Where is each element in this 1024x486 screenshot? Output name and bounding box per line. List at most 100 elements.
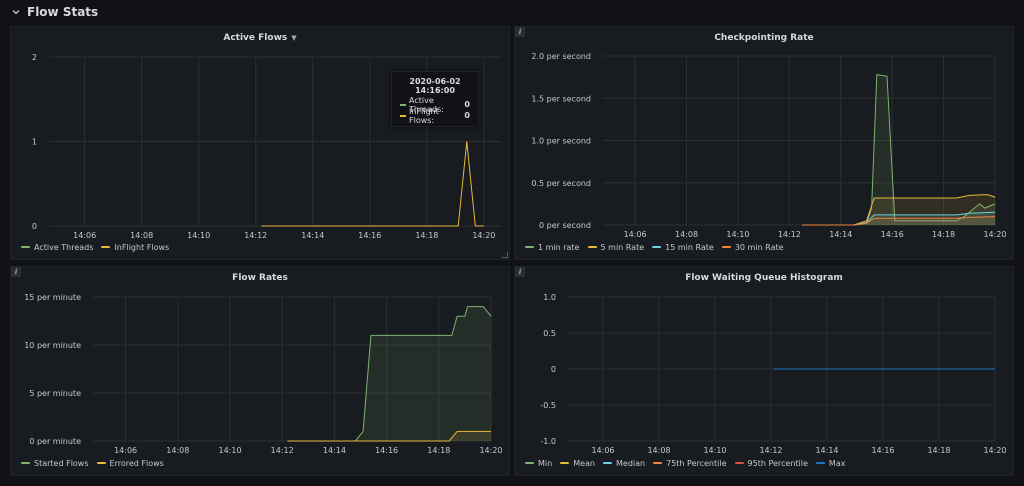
legend-item[interactable]: 15 min Rate bbox=[652, 243, 714, 252]
legend-label[interactable]: 1 min rate bbox=[538, 242, 580, 252]
legend-label[interactable]: Started Flows bbox=[34, 458, 89, 468]
x-tick-label: 14:10 bbox=[187, 231, 210, 240]
series-line-inflight-flows bbox=[261, 141, 484, 227]
flow-waiting-queue-histogram-chart: -1.0 -0.5 0 0.5 1.0 14:06 14:08 14:10 14:12 14:14… bbox=[540, 293, 1006, 455]
x-tick-label: 14:14 bbox=[301, 231, 324, 240]
row-header[interactable]: Flow Stats bbox=[0, 0, 1024, 24]
x-tick-label: 14:10 bbox=[218, 446, 241, 455]
legend-swatch[interactable] bbox=[815, 462, 825, 464]
y-tick-label: -0.5 bbox=[540, 401, 556, 410]
x-tick-label: 14:08 bbox=[130, 231, 153, 240]
panel-title[interactable]: Checkpointing Rate bbox=[714, 33, 814, 43]
legend-label[interactable]: Errored Flows bbox=[109, 458, 164, 468]
legend-label[interactable]: 30 min Rate bbox=[734, 242, 784, 252]
x-tick-label: 14:14 bbox=[829, 230, 852, 239]
legend-item[interactable]: Max bbox=[815, 458, 846, 468]
legend-swatch[interactable] bbox=[653, 462, 663, 464]
flow-rates-chart: 0 per minute 5 per minute 10 per minute 15 … bbox=[24, 293, 502, 455]
caret-down-icon[interactable]: ▼ bbox=[291, 34, 297, 42]
panel-checkpointing-rate[interactable]: i Checkpointing Rate 0 per second 0.5 per… bbox=[514, 26, 1014, 260]
legend-item[interactable]: 1 min rate bbox=[525, 243, 580, 252]
legend: 1 min rate 5 min Rate 15 min Rate 30 min Ra… bbox=[525, 241, 792, 253]
legend-swatch[interactable] bbox=[721, 246, 731, 248]
legend-swatch[interactable] bbox=[21, 246, 30, 248]
active-flows-chart: 0 1 2 14:06 14:08 14:10 14:12 14:14 14:16 14:18 14… bbox=[32, 53, 501, 240]
legend-swatch[interactable] bbox=[525, 246, 534, 248]
y-tick-label: 0 bbox=[32, 222, 37, 231]
legend-label[interactable]: Min bbox=[538, 458, 553, 468]
y-tick-label: 1 bbox=[32, 138, 37, 147]
legend: Started Flows Errored Flows bbox=[21, 457, 172, 469]
resize-handle[interactable] bbox=[502, 252, 508, 258]
legend-label[interactable]: 5 min Rate bbox=[600, 242, 645, 252]
series-area-errored-flows bbox=[287, 431, 491, 441]
y-tick-label: 10 per minute bbox=[24, 341, 81, 350]
legend-item[interactable]: Median bbox=[603, 459, 645, 468]
legend-item[interactable]: Active Threads bbox=[21, 243, 93, 252]
legend: Min Mean Median 75th Percentile 95th Percent… bbox=[525, 457, 853, 469]
x-tick-label: 14:16 bbox=[375, 446, 398, 455]
legend-swatch[interactable] bbox=[734, 462, 744, 464]
legend-swatch[interactable] bbox=[652, 246, 662, 248]
legend-label[interactable]: 75th Percentile bbox=[666, 458, 727, 468]
x-tick-label: 14:16 bbox=[358, 231, 381, 240]
legend-swatch[interactable] bbox=[96, 462, 106, 464]
x-tick-label: 14:12 bbox=[244, 231, 267, 240]
x-tick-label: 14:18 bbox=[927, 446, 950, 455]
legend-item[interactable]: Errored Flows bbox=[96, 458, 164, 468]
legend-swatch[interactable] bbox=[587, 246, 597, 248]
x-tick-label: 14:08 bbox=[675, 230, 698, 239]
panel-active-flows[interactable]: Active Flows ▼ 0 1 2 14:06 14:08 14:10 14:12 14:… bbox=[10, 26, 510, 260]
legend-label[interactable]: Max bbox=[828, 458, 846, 468]
x-tick-label: 14:08 bbox=[647, 446, 670, 455]
y-tick-label: 1.5 per second bbox=[531, 94, 591, 103]
x-tick-label: 14:18 bbox=[932, 230, 955, 239]
legend-swatch[interactable] bbox=[560, 462, 570, 464]
panel-title-text[interactable]: Active Flows bbox=[223, 33, 288, 43]
legend-label[interactable]: 15 min Rate bbox=[665, 242, 714, 252]
legend-swatch[interactable] bbox=[525, 462, 534, 464]
panel-title[interactable]: Flow Waiting Queue Histogram bbox=[685, 273, 843, 283]
x-tick-label: 14:10 bbox=[703, 446, 726, 455]
info-icon[interactable]: i bbox=[11, 267, 21, 277]
legend-label[interactable]: InFlight Flows bbox=[114, 242, 170, 252]
legend-item[interactable]: 75th Percentile bbox=[653, 458, 727, 468]
x-tick-label: 14:12 bbox=[778, 230, 801, 239]
legend-item[interactable]: Min bbox=[525, 459, 552, 468]
legend-swatch[interactable] bbox=[603, 462, 612, 464]
legend-item[interactable]: InFlight Flows bbox=[101, 243, 169, 252]
checkpointing-rate-chart: 0 per second 0.5 per second 1.0 per second… bbox=[531, 52, 1006, 239]
x-tick-label: 14:16 bbox=[871, 446, 894, 455]
legend-label[interactable]: Mean bbox=[573, 458, 595, 468]
x-tick-label: 14:20 bbox=[479, 446, 502, 455]
info-icon[interactable]: i bbox=[515, 27, 525, 37]
legend-item[interactable]: 30 min Rate bbox=[721, 242, 784, 252]
panel-title[interactable]: Flow Rates bbox=[232, 273, 288, 283]
legend-item[interactable]: Mean bbox=[560, 459, 595, 468]
series-area-1-min-rate bbox=[802, 74, 995, 225]
tooltip-label: Active Threads: bbox=[409, 95, 444, 114]
legend-swatch[interactable] bbox=[21, 462, 30, 464]
legend-item[interactable]: Started Flows bbox=[21, 459, 89, 468]
legend-item[interactable]: 5 min Rate bbox=[587, 242, 645, 252]
x-tick-label: 14:14 bbox=[323, 446, 346, 455]
legend-label[interactable]: 95th Percentile bbox=[747, 458, 808, 468]
info-icon[interactable]: i bbox=[515, 267, 525, 277]
tooltip-swatch bbox=[400, 114, 406, 117]
legend-label[interactable]: Median bbox=[616, 458, 646, 468]
y-tick-label: 1.0 per second bbox=[531, 137, 591, 146]
legend-item[interactable]: 95th Percentile bbox=[734, 458, 808, 468]
x-tick-label: 14:20 bbox=[472, 231, 495, 240]
legend-label[interactable]: Active Threads bbox=[34, 242, 94, 252]
panel-title[interactable]: Active Flows ▼ bbox=[11, 31, 509, 45]
series-area-5-min-rate bbox=[802, 194, 995, 225]
panel-flow-rates[interactable]: i Flow Rates 0 per minute 5 per minute 10 … bbox=[10, 266, 510, 476]
legend-swatch[interactable] bbox=[101, 246, 111, 248]
y-tick-label: 1.0 bbox=[543, 293, 556, 302]
chevron-down-icon[interactable] bbox=[11, 7, 21, 17]
tooltip-time: 2020-06-02 14:16:00 bbox=[409, 77, 461, 95]
series-line-30-min-rate bbox=[802, 216, 996, 226]
panel-flow-waiting-queue-histogram[interactable]: i Flow Waiting Queue Histogram -1.0 -0.5 0… bbox=[514, 266, 1014, 476]
x-tick-label: 14:16 bbox=[881, 230, 904, 239]
tooltip-row: Active Threads: 0 bbox=[400, 96, 470, 114]
